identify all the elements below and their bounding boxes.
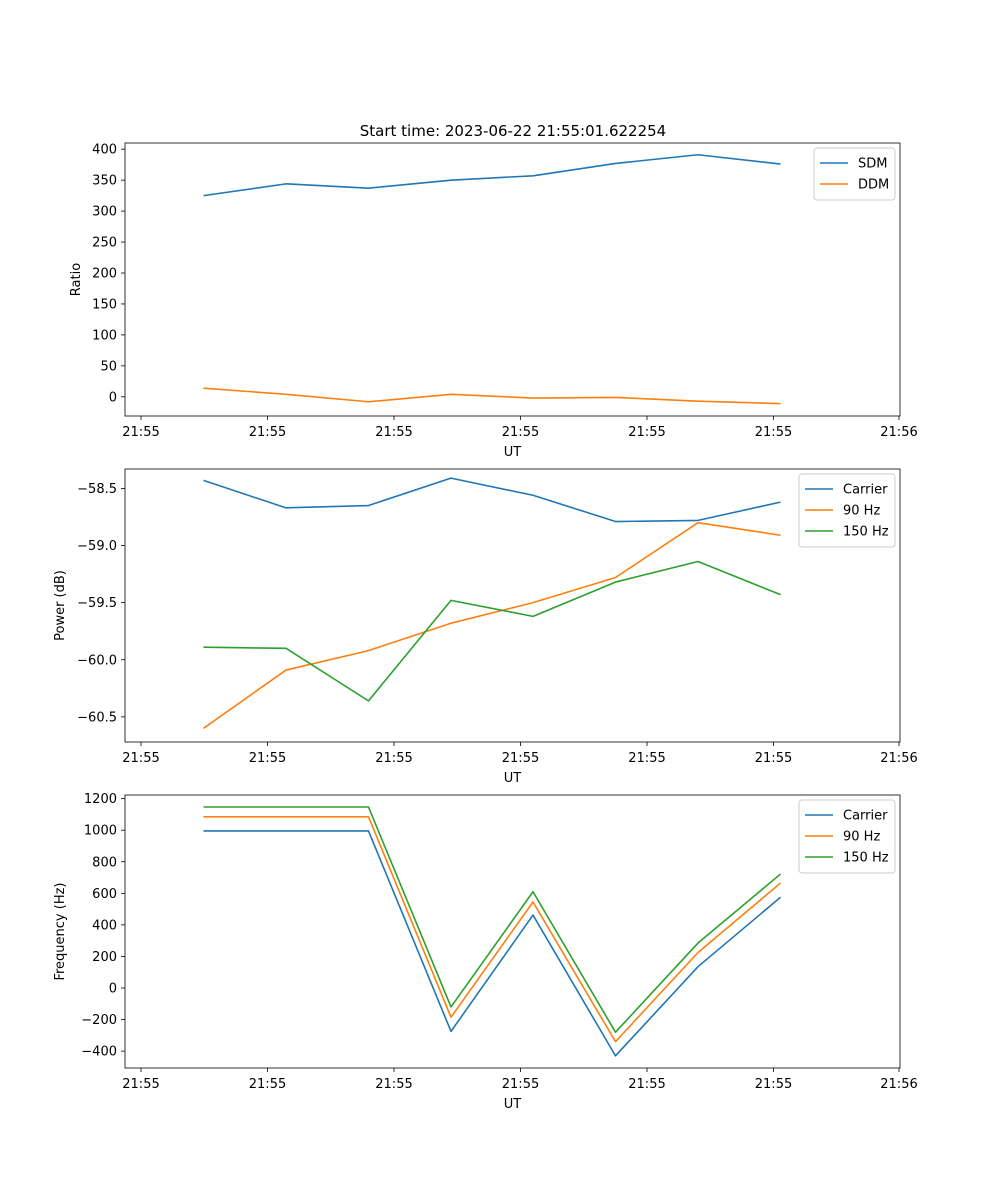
series-line-90-hz	[203, 815, 782, 1043]
figure-title: Start time: 2023-06-22 21:55:01.622254	[360, 122, 666, 140]
x-tick-label: 21:55	[122, 1077, 159, 1092]
x-tick-label: 21:55	[502, 1077, 539, 1092]
series-line-carrier	[203, 830, 782, 1057]
legend: Carrier 90 Hz 150 Hz	[798, 799, 896, 874]
y-tick-label: 0	[109, 390, 117, 405]
y-tick-label: 800	[92, 855, 117, 870]
y-tick-label: 600	[92, 887, 117, 902]
x-tick-label: 21:55	[755, 425, 792, 440]
legend-label: 150 Hz	[843, 851, 889, 866]
y-tick-label: −60.5	[77, 710, 117, 725]
y-axis-label: Frequency (Hz)	[53, 882, 68, 980]
x-tick-label: 21:55	[628, 751, 665, 766]
x-tick-label: 21:55	[249, 425, 286, 440]
axes-frame	[124, 794, 901, 1069]
x-tick-label: 21:55	[628, 425, 665, 440]
legend-label: 150 Hz	[843, 525, 889, 540]
x-tick-label: 21:55	[249, 1077, 286, 1092]
x-axis-label: UT	[504, 771, 522, 786]
x-tick-label: 21:55	[375, 1077, 412, 1092]
legend-label: SDM	[858, 157, 887, 172]
y-axis-label: Power (dB)	[53, 570, 68, 641]
y-tick-label: −58.5	[77, 482, 117, 497]
y-tick-label: 400	[92, 143, 117, 158]
y-tick-label: 350	[92, 174, 117, 189]
panel-2: 21:55 21:55 21:55 21:55 21:55 21:55 21:56 UT −58…	[53, 468, 918, 786]
legend-frame	[798, 799, 896, 874]
y-tick-label: 150	[92, 297, 117, 312]
legend-frame	[798, 473, 896, 548]
series-line-carrier	[203, 477, 781, 523]
legend: SDM DDM	[813, 147, 896, 201]
y-tick-label: −59.0	[77, 539, 117, 554]
legend-label: DDM	[858, 178, 889, 193]
y-tick-label: 200	[92, 267, 117, 282]
x-tick-label: 21:55	[375, 425, 412, 440]
x-tick-label: 21:55	[502, 425, 539, 440]
x-tick-label: 21:55	[249, 751, 286, 766]
series-line-ddm	[203, 387, 781, 405]
y-tick-label: −400	[81, 1045, 117, 1060]
y-tick-label: −60.0	[77, 653, 117, 668]
y-tick-label: 100	[92, 328, 117, 343]
legend-label: Carrier	[843, 483, 888, 498]
series-line-90-hz	[203, 521, 781, 729]
series-line-150-hz	[203, 560, 781, 702]
legend: Carrier 90 Hz 150 Hz	[798, 473, 896, 548]
x-tick-label: 21:55	[122, 751, 159, 766]
legend-label: 90 Hz	[843, 504, 880, 519]
axes-frame	[124, 468, 901, 743]
y-tick-label: 1200	[84, 792, 117, 807]
x-axis-label: UT	[504, 445, 522, 460]
y-tick-label: 250	[92, 236, 117, 251]
legend-label: 90 Hz	[843, 830, 880, 845]
x-tick-label: 21:56	[880, 751, 917, 766]
x-tick-label: 21:55	[755, 751, 792, 766]
legend-label: Carrier	[843, 809, 888, 824]
series-line-sdm	[203, 153, 781, 197]
x-tick-label: 21:56	[880, 1077, 917, 1092]
y-axis-label: Ratio	[69, 263, 84, 296]
y-tick-label: 300	[92, 205, 117, 220]
x-tick-label: 21:55	[755, 1077, 792, 1092]
x-axis-label: UT	[504, 1097, 522, 1112]
y-tick-label: 1000	[84, 824, 117, 839]
y-tick-label: 50	[100, 359, 117, 374]
series-line-150-hz	[203, 806, 782, 1033]
axes-frame	[124, 142, 901, 417]
y-tick-label: −59.5	[77, 596, 117, 611]
y-tick-label: −200	[81, 1013, 117, 1028]
x-tick-label: 21:55	[375, 751, 412, 766]
x-tick-label: 21:55	[628, 1077, 665, 1092]
x-tick-label: 21:55	[122, 425, 159, 440]
y-tick-label: 0	[109, 981, 117, 996]
y-tick-label: 200	[92, 950, 117, 965]
x-tick-label: 21:56	[880, 425, 917, 440]
legend-frame	[813, 147, 896, 201]
panel-1: 21:55 21:55 21:55 21:55 21:55 21:55 21:56 UT 0 50…	[69, 142, 918, 460]
y-tick-label: 400	[92, 918, 117, 933]
panel-3: 21:55 21:55 21:55 21:55 21:55 21:55 21:56 UT −40…	[53, 792, 918, 1112]
x-tick-label: 21:55	[502, 751, 539, 766]
